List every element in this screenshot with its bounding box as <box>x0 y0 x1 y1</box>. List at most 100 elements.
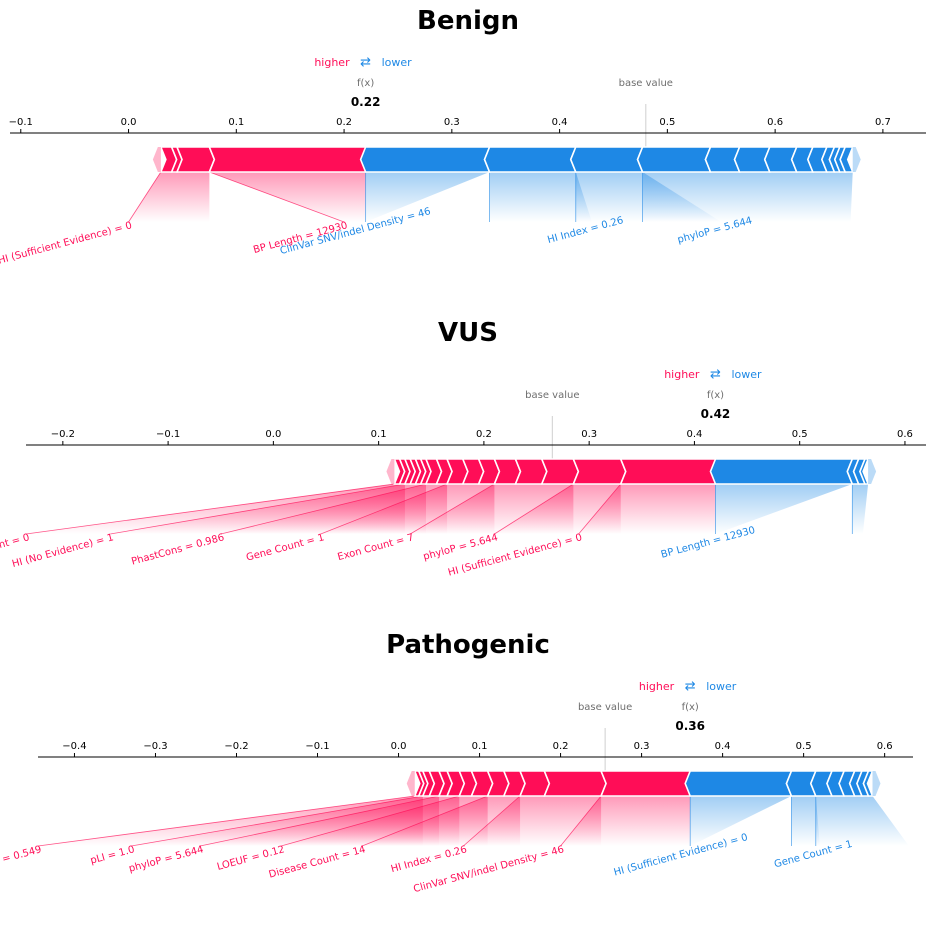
force-segment-negative <box>636 146 712 173</box>
tick-label: 0.6 <box>767 117 783 128</box>
force-tail <box>872 771 881 796</box>
feature-connector <box>560 795 602 847</box>
feature-fade <box>852 484 869 534</box>
fx-label: f(x) <box>357 78 374 89</box>
force-segment-negative <box>862 770 874 797</box>
tick-label: 0.0 <box>121 117 137 128</box>
feature-connector <box>25 483 395 535</box>
force-tail <box>406 771 415 796</box>
feature-label: phyloP = 5.644 <box>128 844 205 875</box>
feature-fade <box>489 172 592 222</box>
force-segment-negative <box>569 146 644 173</box>
force-tail <box>386 459 395 484</box>
feature-connector <box>463 795 521 847</box>
tick-label: 0.7 <box>875 117 891 128</box>
fx-value: 0.36 <box>675 719 705 733</box>
feature-connector <box>110 483 406 535</box>
tick-label: 0.5 <box>659 117 675 128</box>
feature-fade <box>209 172 366 222</box>
tick-label: −0.1 <box>305 741 329 752</box>
feature-connector <box>220 483 427 535</box>
feature-label: Gene Count = 1 <box>245 532 325 563</box>
force-segment-positive <box>540 458 580 485</box>
tick-label: 0.6 <box>897 429 913 440</box>
legend: higher ⇄ lower <box>314 55 412 70</box>
feature-fade <box>690 796 792 846</box>
tick-label: −0.3 <box>143 741 167 752</box>
tick-label: 0.0 <box>265 429 281 440</box>
tick-label: 0.0 <box>391 741 407 752</box>
chart-title: VUS <box>438 318 498 348</box>
tick-label: 0.3 <box>634 741 650 752</box>
force-plot-pathogenic: Pathogenic f(x) 0.36 base value higher ⇄ lower… <box>0 630 913 895</box>
feature-label: HI Index = 0.26 <box>390 844 468 875</box>
feature-connector <box>199 795 440 847</box>
force-segment-positive <box>572 458 627 485</box>
tick-label: 0.4 <box>715 741 731 752</box>
x-axis: −0.4 −0.3 −0.2 −0.1 0.0 0.1 0.2 0.3 0.4 0.5 0.6 <box>38 741 913 758</box>
tick-label: −0.1 <box>9 117 33 128</box>
force-segment-negative <box>839 146 854 173</box>
force-segment-positive <box>514 458 548 485</box>
legend-higher: higher <box>314 56 350 69</box>
force-segment-positive <box>543 770 607 797</box>
tick-label: 0.3 <box>444 117 460 128</box>
tick-label: 0.4 <box>552 117 568 128</box>
tick-label: 0.4 <box>686 429 702 440</box>
legend-arrow-icon: ⇄ <box>685 679 696 694</box>
force-tail <box>152 147 161 172</box>
base-value-label: base value <box>578 702 632 713</box>
force-segment-positive <box>599 770 697 797</box>
feature-connector <box>128 171 162 223</box>
tick-label: 0.2 <box>553 741 569 752</box>
feature-fade <box>365 172 490 222</box>
force-segment-negative <box>684 770 793 797</box>
legend-arrow-icon: ⇄ <box>710 367 721 382</box>
tick-label: 0.1 <box>371 429 387 440</box>
feature-fade <box>128 172 210 222</box>
chart-title: Pathogenic <box>386 630 550 660</box>
tick-label: 0.3 <box>581 429 597 440</box>
legend-lower: lower <box>731 368 762 381</box>
tick-label: 0.2 <box>336 117 352 128</box>
force-segment-negative <box>359 146 491 173</box>
feature-label: Exon Count = 7 <box>336 532 415 563</box>
feature-connector <box>209 171 345 223</box>
feature-connector <box>280 795 460 847</box>
force-segment-positive <box>619 458 722 485</box>
tick-label: 0.6 <box>877 741 893 752</box>
legend: higher ⇄ lower <box>639 679 737 694</box>
tick-label: 0.1 <box>472 741 488 752</box>
feature-connector <box>410 483 495 535</box>
feature-fade <box>560 796 691 846</box>
tick-label: −0.4 <box>62 741 86 752</box>
x-axis: −0.2 −0.1 0.0 0.1 0.2 0.3 0.4 0.5 0.6 <box>26 429 926 446</box>
force-segment-negative <box>709 458 854 485</box>
fx-label: f(x) <box>707 390 724 401</box>
legend-lower: lower <box>706 680 737 693</box>
chart-title: Benign <box>417 6 519 36</box>
legend-lower: lower <box>382 56 413 69</box>
fx-value: 0.22 <box>351 95 381 109</box>
feature-connector <box>37 795 415 847</box>
legend: higher ⇄ lower <box>664 367 762 382</box>
tick-label: 0.5 <box>796 741 812 752</box>
force-segment-negative <box>483 146 577 173</box>
force-plot-benign: Benign f(x) 0.22 base value higher ⇄ lower −0.1… <box>0 6 926 267</box>
feature-connector <box>131 795 423 847</box>
force-tail <box>868 459 877 484</box>
feature-connector <box>494 483 574 535</box>
force-segment-positive <box>175 146 216 173</box>
feature-fade <box>642 172 853 222</box>
feature-connector <box>320 483 448 535</box>
legend-higher: higher <box>664 368 700 381</box>
feature-label: PhastCons = 0.986 <box>130 532 225 567</box>
base-value-label: base value <box>525 390 579 401</box>
force-segment-positive <box>208 146 372 173</box>
tick-label: 0.1 <box>228 117 244 128</box>
force-segment-negative <box>859 458 870 485</box>
tick-label: 0.5 <box>792 429 808 440</box>
tick-label: −0.2 <box>51 429 75 440</box>
